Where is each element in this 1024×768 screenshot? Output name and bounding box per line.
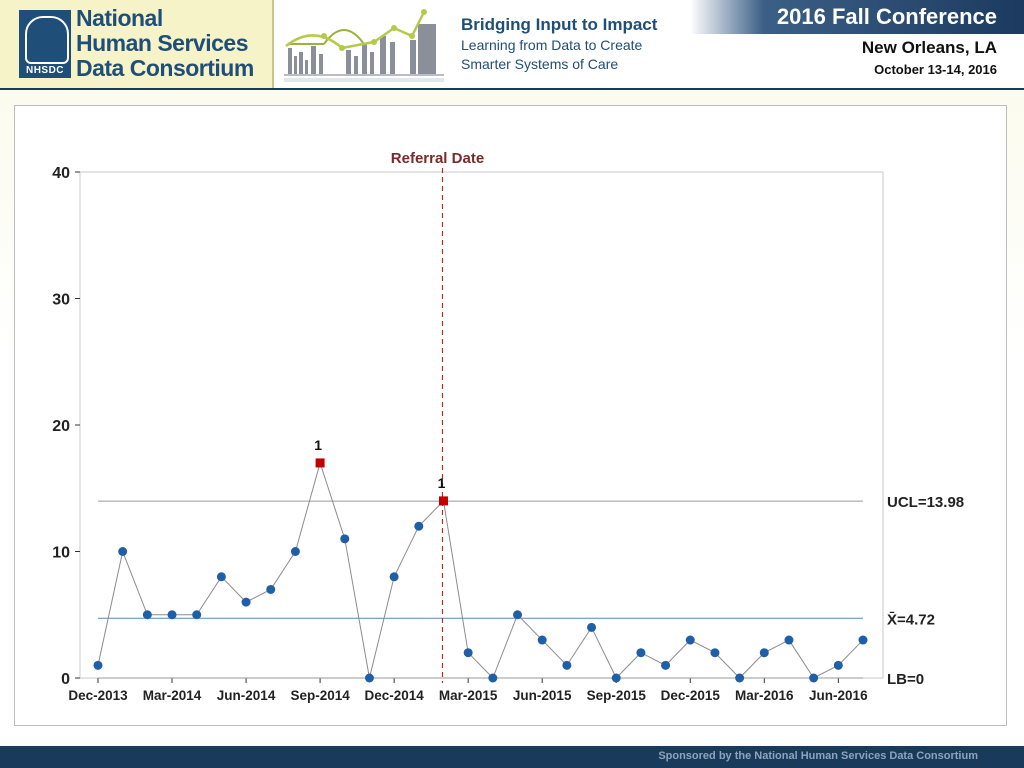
city-skyline-icon (284, 9, 444, 82)
referral-date-label: Referral Date (391, 150, 484, 167)
y-tick-label: 40 (52, 165, 70, 182)
y-tick-label: 30 (52, 292, 70, 309)
logo-wordmark: National Human Services Data Consortium (76, 6, 254, 81)
footer-bar: Sponsored by the National Human Services… (0, 746, 1024, 768)
flagged-data-point (315, 458, 325, 468)
conference-city: New Orleans, LA (861, 38, 997, 57)
x-tick-label: Sep-2015 (587, 688, 647, 703)
data-point (118, 547, 128, 556)
data-point (340, 534, 350, 544)
series-line (97, 461, 864, 679)
lb-label: LB=0 (887, 671, 924, 688)
conference-dates: October 13-14, 2016 (874, 62, 997, 77)
plot-area-frame (79, 171, 884, 679)
data-point (93, 660, 103, 670)
tagline-title: Bridging Input to Impact (461, 15, 658, 34)
data-point (587, 622, 597, 632)
x-tick-label: Mar-2016 (735, 688, 794, 703)
logo-line-3: Data Consortium (76, 55, 254, 81)
data-point (685, 635, 695, 645)
tagline-line-2: Smarter Systems of Care (461, 56, 619, 72)
data-point (389, 572, 399, 582)
data-point (463, 648, 473, 658)
ucl-label: UCL=13.98 (887, 494, 964, 511)
x-tick-label: Mar-2015 (439, 688, 498, 703)
x-tick-label: Jun-2015 (513, 688, 572, 703)
control-chart: 0 10 20 30 40 Dec-2013 Mar-2014 Jun-2014 Sep-201… (52, 150, 964, 703)
x-tick-label: Dec-2013 (68, 688, 128, 703)
chart-panel: 0 10 20 30 40 Dec-2013 Mar-2014 Jun-2014 Sep-201… (14, 105, 1007, 726)
data-point (513, 610, 523, 620)
y-tick-label: 10 (52, 545, 70, 562)
header: NHSDC National Human Services Data Conso… (0, 0, 1024, 90)
data-point (784, 635, 794, 645)
y-tick-label: 0 (61, 671, 70, 688)
data-point (636, 648, 646, 658)
data-point (611, 673, 621, 683)
x-tick-label: Mar-2014 (143, 688, 202, 703)
logo-line-2: Human Services (76, 30, 248, 56)
data-point (216, 572, 226, 582)
data-point (661, 660, 671, 670)
data-point (858, 635, 868, 645)
data-point (809, 673, 819, 683)
y-tick-label: 20 (52, 418, 70, 435)
footer-sponsor-text: Sponsored by the National Human Services… (658, 750, 978, 762)
conference-tagline: Bridging Input to Impact Learning from D… (461, 14, 657, 74)
data-point (488, 673, 498, 683)
data-point (759, 648, 769, 658)
data-point (167, 610, 177, 620)
x-tick-label: Dec-2015 (661, 688, 721, 703)
x-tick-label: Sep-2014 (290, 688, 350, 703)
tagline-line-1: Learning from Data to Create (461, 37, 643, 53)
logo-emblem-icon: NHSDC (19, 10, 71, 78)
nhsdc-logo: NHSDC National Human Services Data Conso… (0, 0, 274, 88)
x-tick-label: Jun-2016 (809, 688, 868, 703)
data-point (364, 673, 374, 683)
data-point (562, 660, 572, 670)
conference-banner (690, 0, 1024, 34)
flag-label: 1 (314, 437, 322, 453)
mean-label: X̄=4.72 (887, 611, 935, 629)
logo-abbreviation: NHSDC (25, 65, 65, 76)
data-point (710, 648, 720, 658)
data-point (192, 610, 202, 620)
data-point (735, 673, 745, 683)
flagged-data-point (438, 496, 448, 506)
data-point (833, 660, 843, 670)
data-point (537, 635, 547, 645)
flag-label: 1 (438, 475, 446, 491)
logo-line-1: National (76, 5, 163, 31)
x-tick-label: Dec-2014 (364, 688, 424, 703)
data-point (266, 584, 276, 594)
data-point (241, 597, 251, 607)
data-point (142, 610, 152, 620)
x-tick-label: Jun-2014 (217, 688, 276, 703)
data-point (290, 547, 300, 556)
data-point (414, 521, 424, 531)
conference-title: 2016 Fall Conference (776, 4, 997, 29)
